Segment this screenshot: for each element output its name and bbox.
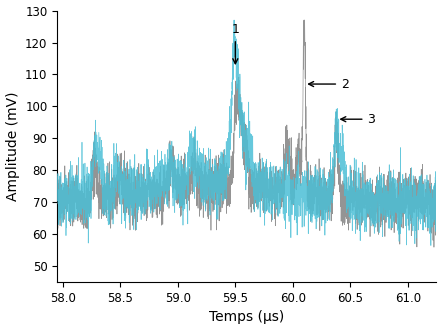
Text: 1: 1 [232, 23, 239, 64]
Text: 2: 2 [309, 78, 349, 90]
X-axis label: Temps (μs): Temps (μs) [209, 311, 285, 324]
Y-axis label: Amplitude (mV): Amplitude (mV) [6, 92, 19, 201]
Text: 3: 3 [341, 113, 375, 126]
